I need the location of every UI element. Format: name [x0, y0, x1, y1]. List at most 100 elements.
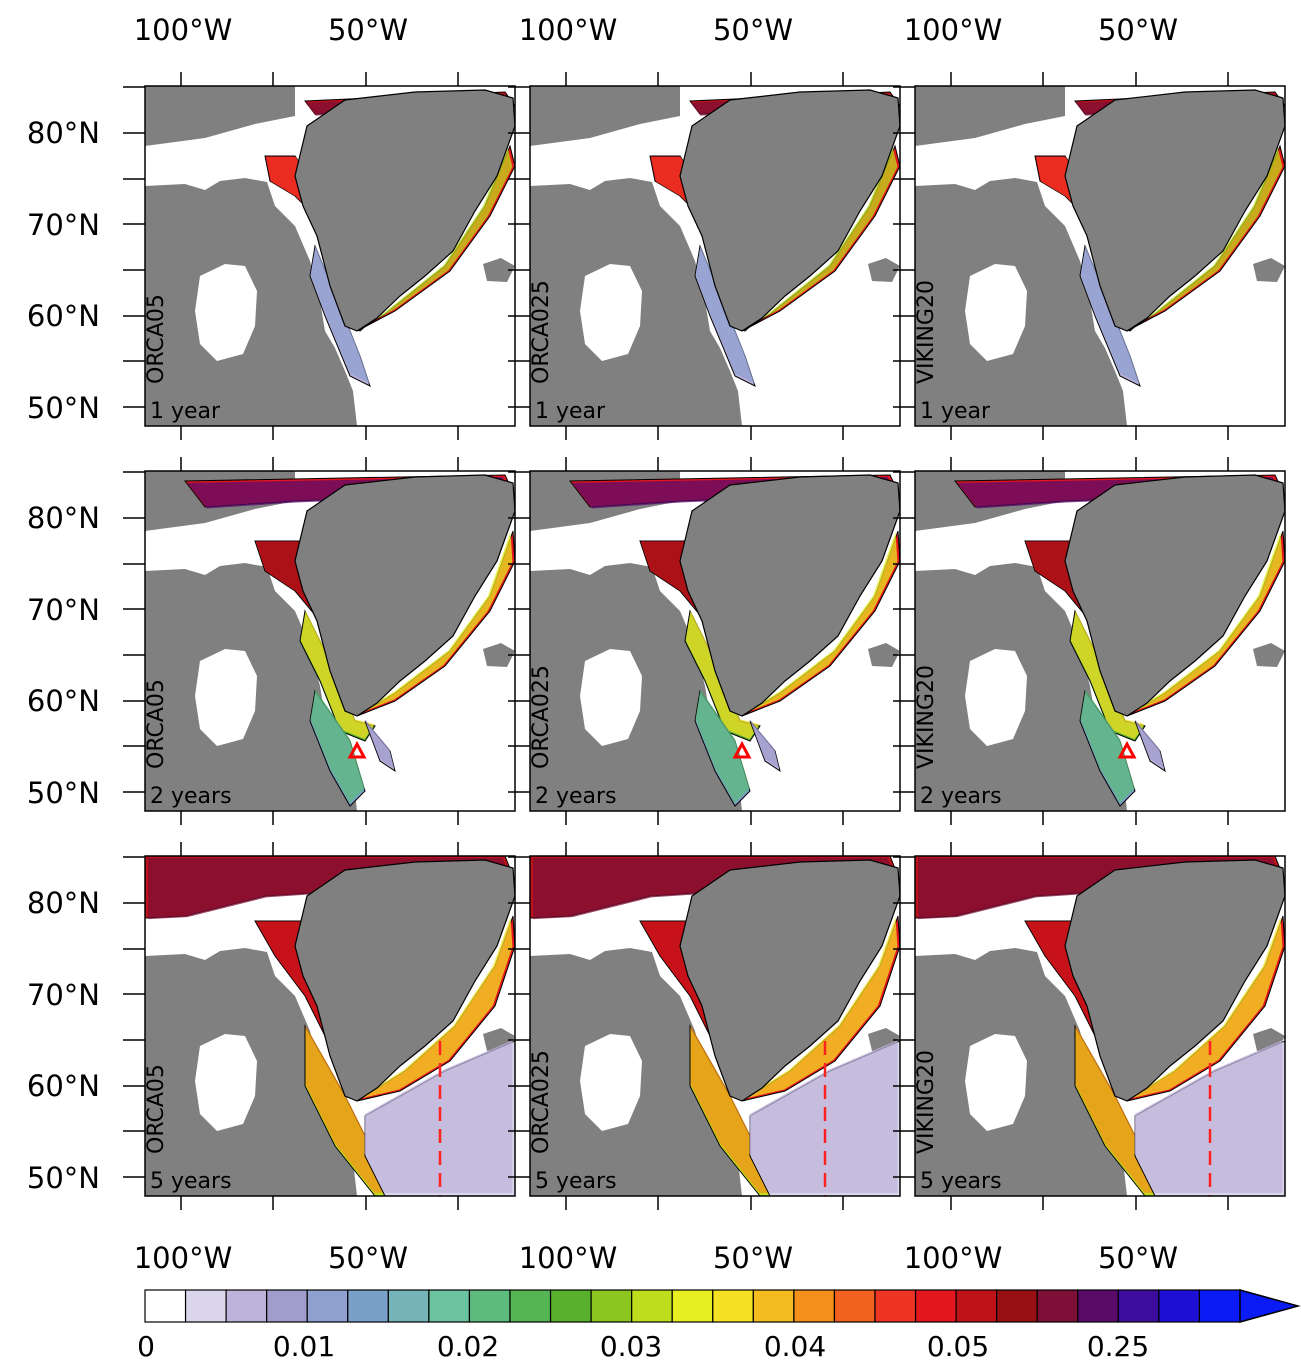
lat-label-r2-50n: 50°N	[27, 776, 100, 810]
tracer-plume-core-5	[749, 1040, 898, 1193]
panel-time-label-r2-c1: 2 years	[150, 784, 232, 809]
tracer-plume-core-4	[695, 689, 750, 803]
tracer-plume-core-4	[741, 917, 898, 1100]
map-panel-r1-c2: ORCA025 1 year	[508, 72, 901, 440]
colorbar-label-005: 0.05	[927, 1330, 989, 1363]
colorbar-swatch-12	[631, 1289, 673, 1323]
colorbar-swatch-13	[671, 1289, 714, 1323]
map-content	[915, 86, 1285, 426]
colorbar-swatch-22	[1036, 1289, 1079, 1323]
colorbar-swatch-26	[1198, 1289, 1241, 1323]
tracer-plume-core-4	[1080, 689, 1135, 803]
colorbar-swatch-10	[549, 1289, 592, 1323]
map-content	[145, 856, 515, 1196]
lon-label-bottom-c3-50w: 50°W	[1098, 1241, 1178, 1275]
colorbar-swatch-23	[1077, 1289, 1119, 1323]
panel-model-label-r2-c1: ORCA05	[144, 679, 169, 769]
panel-time-label-r1-c1: 1 year	[150, 399, 221, 424]
colorbar-swatch-25	[1158, 1289, 1201, 1323]
tracer-plume-core-6	[1134, 719, 1165, 769]
panel-time-label-r3-c3: 5 years	[920, 1169, 1002, 1194]
colorbar-swatch-21	[996, 1289, 1038, 1323]
map-panel-r2-c3: VIKING20 2 years	[893, 457, 1286, 825]
map-panel-r3-c2: ORCA025 5 years	[508, 842, 901, 1210]
colorbar-swatch-4	[306, 1289, 349, 1323]
colorbar-overflow-arrow	[1239, 1289, 1301, 1323]
panel-time-label-r2-c3: 2 years	[920, 784, 1002, 809]
panel-time-label-r3-c2: 5 years	[535, 1169, 617, 1194]
panel-frame	[144, 85, 516, 427]
panel-model-label-r1-c2: ORCA025	[529, 280, 554, 384]
lon-label-bottom-c2-50w: 50°W	[713, 1241, 793, 1275]
map-content	[915, 856, 1285, 1196]
colorbar-swatch-14	[712, 1289, 754, 1323]
colorbar-swatch-15	[752, 1289, 795, 1323]
panel-model-label-r1-c1: ORCA05	[144, 294, 169, 384]
panel-time-label-r1-c3: 1 year	[920, 399, 991, 424]
colorbar-swatch-6	[387, 1289, 430, 1323]
colorbar-swatch-11	[590, 1289, 633, 1323]
map-panel-r3-c3: VIKING20 5 years	[893, 842, 1286, 1210]
colorbar-swatch-16	[793, 1289, 836, 1323]
lat-label-r2-60n: 60°N	[27, 684, 100, 718]
lon-label-top-c1-50w: 50°W	[328, 13, 408, 47]
colorbar-swatch-0	[144, 1289, 187, 1323]
map-content	[530, 471, 900, 811]
tracer-plume-core-6	[364, 719, 395, 769]
panel-model-label-r3-c2: ORCA025	[529, 1050, 554, 1154]
lat-label-r2-70n: 70°N	[27, 593, 100, 627]
release-site-triangle	[1117, 740, 1137, 759]
lat-label-r3-80n: 80°N	[27, 886, 100, 920]
map-panel-r1-c1: ORCA05 1 year	[123, 72, 516, 440]
lat-label-r3-50n: 50°N	[27, 1161, 100, 1195]
colorbar-swatch-20	[955, 1289, 998, 1323]
panel-frame	[144, 470, 516, 812]
panel-frame	[914, 855, 1286, 1197]
tracer-plume-core-3	[305, 1025, 414, 1193]
tracer-plume-core-5	[1134, 1040, 1283, 1193]
lon-label-top-c1-100w: 100°W	[134, 13, 233, 47]
tracer-plume-core-4	[1126, 917, 1283, 1100]
colorbar-swatches	[144, 1289, 1241, 1323]
map-panel-r2-c1: ORCA05 2 years	[123, 457, 516, 825]
lon-label-bottom-c3-100w: 100°W	[904, 1241, 1003, 1275]
panel-time-label-r1-c2: 1 year	[535, 399, 606, 424]
lon-label-bottom-c1-50w: 50°W	[328, 1241, 408, 1275]
colorbar-label-002: 0.02	[437, 1330, 499, 1363]
colorbar-swatch-9	[509, 1289, 552, 1323]
panel-frame	[529, 85, 901, 427]
map-panel-r2-c2: ORCA025 2 years	[508, 457, 901, 825]
tracer-plume-core-3	[1075, 1025, 1184, 1193]
lat-label-r1-50n: 50°N	[27, 391, 100, 425]
panel-frame	[914, 470, 1286, 812]
colorbar-swatch-1	[184, 1289, 227, 1323]
lat-label-r2-80n: 80°N	[27, 501, 100, 535]
colorbar: 0 0.01 0.02 0.03 0.04 0.05 0.25	[137, 1289, 1301, 1363]
colorbar-swatch-18	[874, 1289, 917, 1323]
panel-model-label-r2-c3: VIKING20	[914, 665, 939, 769]
lat-label-r3-60n: 60°N	[27, 1069, 100, 1103]
colorbar-label-001: 0.01	[273, 1330, 335, 1363]
map-content	[145, 471, 515, 811]
colorbar-swatch-17	[833, 1289, 876, 1323]
colorbar-label-0: 0	[137, 1330, 155, 1363]
panel-model-label-r3-c1: ORCA05	[144, 1064, 169, 1154]
lat-label-r1-60n: 60°N	[27, 299, 100, 333]
panel-frame	[529, 470, 901, 812]
axis-labels: 100°W 50°W 100°W 50°W 100°W 50°W 100°W 5…	[27, 13, 1178, 1275]
colorbar-swatch-24	[1117, 1289, 1160, 1323]
tracer-plume-core-3	[690, 1025, 799, 1193]
tracer-plume-core-4	[356, 917, 513, 1100]
map-panel-r3-c1: ORCA05 5 years	[123, 842, 516, 1210]
map-content	[530, 86, 900, 426]
lon-label-top-c2-100w: 100°W	[519, 13, 618, 47]
release-site-triangle	[347, 740, 367, 759]
colorbar-swatch-5	[347, 1289, 389, 1323]
colorbar-label-025: 0.25	[1087, 1330, 1149, 1363]
tracer-plume-core-3	[1070, 610, 1145, 739]
panel-frame	[914, 85, 1286, 427]
panel-frame	[529, 855, 901, 1197]
panel-model-label-r1-c3: VIKING20	[914, 280, 939, 384]
